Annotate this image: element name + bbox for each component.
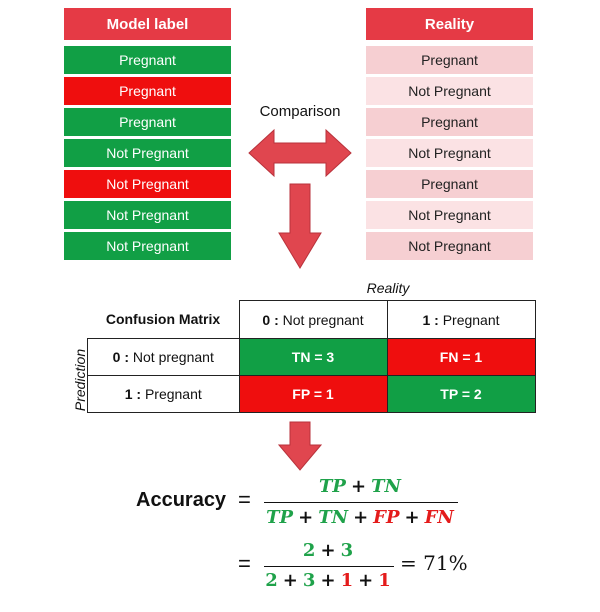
model-label-row: Pregnant [64, 108, 231, 136]
tp-symbol: TP [266, 507, 294, 528]
comparison-label: Comparison [259, 103, 341, 120]
row-header-not-pregnant: 0 : Not pregnant [87, 338, 240, 376]
reality-axis-label: Reality [366, 280, 410, 296]
row-header-code: 0 : [112, 349, 129, 365]
tp-value: 2 [265, 570, 278, 591]
down-arrow-icon [278, 183, 322, 269]
model-label-header: Model label [64, 8, 231, 40]
numeric-denominator: 2 + 3 + 1 + 1 [262, 570, 394, 591]
reality-row: Not Pregnant [366, 232, 533, 260]
col-header-pregnant: 1 : Pregnant [386, 300, 536, 339]
plus-sign: + [320, 570, 336, 591]
equals-sign: = [238, 551, 251, 576]
model-label-row: Not Pregnant [64, 232, 231, 260]
fn-symbol: FN [424, 507, 454, 528]
accuracy-denominator: TP + TN + FP + FN [262, 507, 458, 528]
cell-false-positive: FP = 1 [238, 375, 388, 413]
reality-row: Pregnant [366, 46, 533, 74]
plus-sign: + [358, 570, 374, 591]
cell-false-negative: FN = 1 [386, 338, 536, 376]
plus-sign: + [282, 570, 298, 591]
fraction-bar [264, 566, 394, 567]
fp-value: 1 [340, 570, 354, 591]
tn-value: 3 [340, 540, 354, 561]
col-header-text: Not pregnant [278, 311, 364, 328]
reality-row: Not Pregnant [366, 77, 533, 105]
tn-symbol: TN [371, 476, 401, 497]
reality-row: Not Pregnant [366, 139, 533, 167]
reality-row: Pregnant [366, 170, 533, 198]
row-header-code: 1 : [124, 386, 142, 402]
tn-value: 3 [302, 570, 316, 591]
row-header-text: Not pregnant [129, 349, 214, 365]
down-arrow-icon [278, 421, 322, 471]
reality-row: Pregnant [366, 108, 533, 136]
col-header-code: 1 : [422, 311, 439, 328]
numeric-numerator: 2 + 3 [262, 540, 394, 561]
reality-row: Not Pregnant [366, 201, 533, 229]
fraction-bar [264, 502, 458, 503]
model-label-row: Not Pregnant [64, 170, 231, 198]
plus-sign: + [350, 476, 367, 497]
col-header-text: Pregnant [438, 311, 500, 328]
double-arrow-icon [248, 128, 352, 178]
plus-sign: + [404, 507, 420, 528]
accuracy-result: = 71% [400, 551, 468, 575]
model-label-row: Pregnant [64, 46, 231, 74]
row-header-text: Pregnant [141, 386, 202, 402]
tp-value: 2 [302, 540, 316, 561]
tn-symbol: TN [318, 507, 349, 528]
plus-sign: + [320, 540, 336, 561]
plus-sign: + [298, 507, 314, 528]
accuracy-numerator: TP + TN [262, 476, 458, 497]
col-header-code: 0 : [262, 311, 279, 328]
matrix-title: Confusion Matrix [105, 311, 221, 328]
equals-sign: = [238, 487, 251, 512]
row-header-pregnant: 1 : Pregnant [87, 375, 240, 413]
col-header-not-pregnant: 0 : Not pregnant [238, 300, 388, 339]
model-label-row: Not Pregnant [64, 139, 231, 167]
plus-sign: + [353, 507, 369, 528]
model-label-row: Not Pregnant [64, 201, 231, 229]
model-label-row: Pregnant [64, 77, 231, 105]
tp-symbol: TP [319, 476, 346, 497]
reality-header: Reality [366, 8, 533, 40]
confusion-matrix: Confusion Matrix 0 : Not pregnant 1 : Pr… [87, 300, 536, 413]
cell-true-negative: TN = 3 [238, 338, 388, 376]
cell-true-positive: TP = 2 [386, 375, 536, 413]
accuracy-label: Accuracy [136, 489, 227, 511]
fp-symbol: FP [373, 507, 400, 528]
fn-value: 1 [378, 570, 391, 591]
